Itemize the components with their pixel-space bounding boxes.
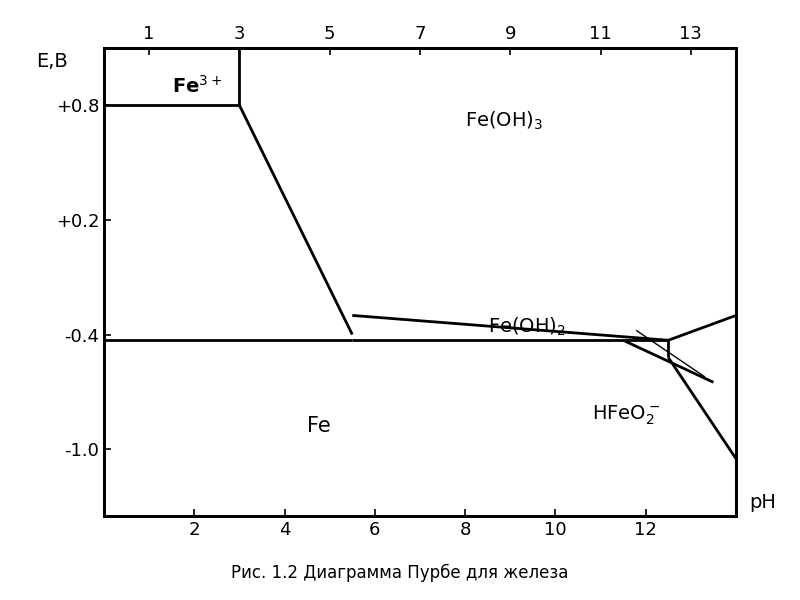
Text: Рис. 1.2 Диаграмма Пурбе для железа: Рис. 1.2 Диаграмма Пурбе для железа — [231, 564, 569, 582]
Text: Fe(OH)$_2$: Fe(OH)$_2$ — [488, 316, 566, 338]
Text: Fe(OH)$_3$: Fe(OH)$_3$ — [465, 109, 543, 132]
Text: HFeO$^-_2$: HFeO$^-_2$ — [591, 403, 660, 427]
Text: Fe$^{3+}$: Fe$^{3+}$ — [172, 75, 222, 97]
Text: E,B: E,B — [36, 52, 68, 71]
Text: pH: pH — [750, 493, 777, 512]
Text: Fe: Fe — [307, 416, 331, 436]
